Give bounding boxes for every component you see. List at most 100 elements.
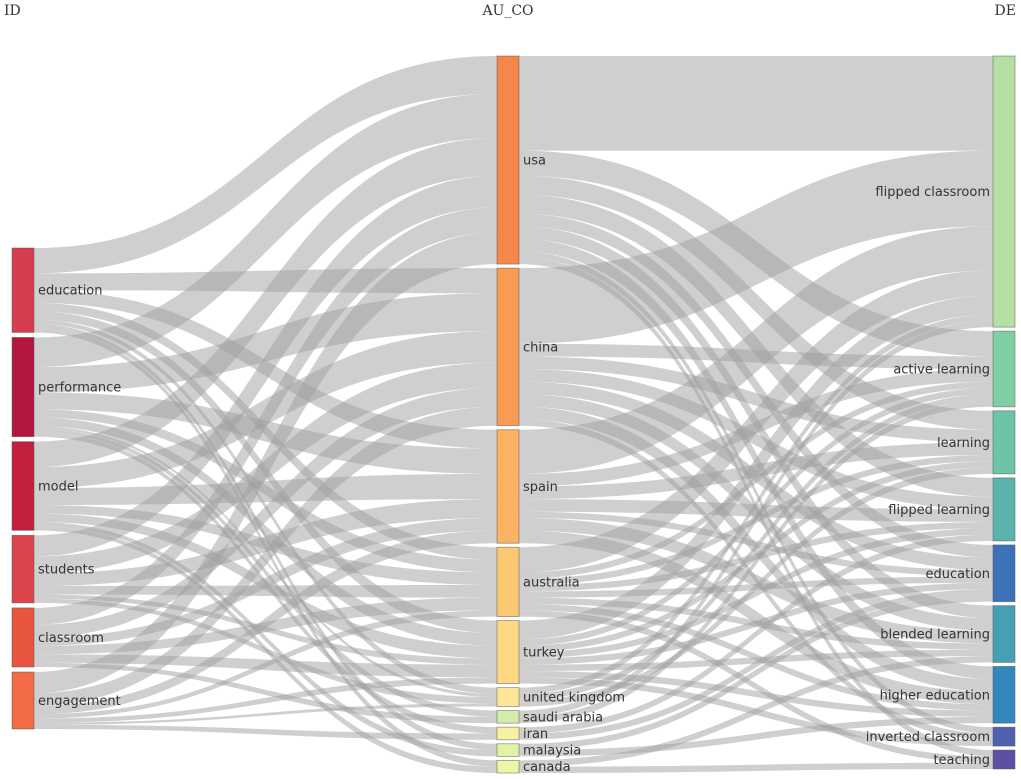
link-iran-to-de_education xyxy=(519,589,993,740)
node-classroom[interactable]: classroom xyxy=(11,607,104,668)
node-united_kingdom[interactable]: united kingdom xyxy=(496,687,625,707)
column-title-de: DE xyxy=(995,3,1016,19)
node-bar-performance[interactable] xyxy=(11,337,35,438)
node-bar-canada[interactable] xyxy=(496,759,520,774)
node-bar-engagement[interactable] xyxy=(11,671,35,730)
link-usa-to-flipped_classroom xyxy=(519,56,993,151)
node-bar-malaysia[interactable] xyxy=(496,743,520,757)
node-students[interactable]: students xyxy=(11,534,95,604)
node-bar-united_kingdom[interactable] xyxy=(496,687,520,707)
node-blended_learning[interactable]: blended learning xyxy=(880,605,1016,663)
node-flipped_classroom[interactable]: flipped classroom xyxy=(875,55,1016,328)
node-saudi_arabia[interactable]: saudi arabia xyxy=(496,710,603,725)
link-students-to-australia xyxy=(34,585,497,598)
node-bar-saudi_arabia[interactable] xyxy=(496,710,520,724)
link-turkey-to-flipped_learning xyxy=(519,528,993,659)
link-performance-to-turkey xyxy=(34,417,497,646)
node-label-united_kingdom: united kingdom xyxy=(523,691,625,706)
node-label-inverted_classroom: inverted classroom xyxy=(866,730,990,745)
node-label-usa: usa xyxy=(523,154,546,169)
node-learning[interactable]: learning xyxy=(937,410,1016,475)
link-engagement-to-australia xyxy=(34,610,497,719)
link-turkey-to-learning xyxy=(519,461,993,653)
node-performance[interactable]: performance xyxy=(11,337,121,438)
node-label-active_learning: active learning xyxy=(893,362,990,377)
node-bar-active_learning[interactable] xyxy=(992,330,1016,408)
node-china[interactable]: china xyxy=(496,267,558,427)
node-higher_education[interactable]: higher education xyxy=(880,666,1016,724)
link-united_kingdom-to-flipped_classroom xyxy=(519,314,993,694)
node-bar-spain[interactable] xyxy=(496,429,520,544)
link-turkey-to-flipped_classroom xyxy=(519,295,993,640)
link-students-to-usa xyxy=(34,175,497,557)
node-education[interactable]: education xyxy=(11,247,103,333)
node-usa[interactable]: usa xyxy=(496,55,546,265)
node-active_learning[interactable]: active learning xyxy=(893,330,1016,408)
node-label-students: students xyxy=(38,563,95,578)
node-iran[interactable]: iran xyxy=(496,726,548,742)
node-turkey[interactable]: turkey xyxy=(496,620,565,685)
node-label-iran: iran xyxy=(523,727,548,742)
links-layer xyxy=(34,56,993,773)
link-australia-to-active_learning xyxy=(519,381,993,579)
node-bar-australia[interactable] xyxy=(496,546,520,617)
column-titles: ID AU_CO DE xyxy=(4,3,1016,19)
link-engagement-to-china xyxy=(34,406,497,706)
node-inverted_classroom[interactable]: inverted classroom xyxy=(866,726,1016,747)
link-australia-to-teaching xyxy=(519,610,993,763)
link-model-to-spain xyxy=(34,473,497,505)
link-spain-to-flipped_classroom xyxy=(519,226,993,474)
node-flipped_learning[interactable]: flipped learning xyxy=(888,477,1016,542)
node-bar-iran[interactable] xyxy=(496,726,520,741)
node-bar-classroom[interactable] xyxy=(11,607,35,668)
node-australia[interactable]: australia xyxy=(496,546,580,617)
node-canada[interactable]: canada xyxy=(496,759,571,775)
node-bar-blended_learning[interactable] xyxy=(992,605,1016,663)
link-classroom-to-usa xyxy=(34,207,497,625)
node-label-australia: australia xyxy=(523,575,580,590)
node-label-spain: spain xyxy=(523,480,558,495)
node-label-saudi_arabia: saudi arabia xyxy=(523,710,603,725)
node-bar-china[interactable] xyxy=(496,267,520,427)
node-label-classroom: classroom xyxy=(38,631,104,646)
node-bar-model[interactable] xyxy=(11,441,35,531)
node-label-flipped_classroom: flipped classroom xyxy=(875,185,990,200)
node-bar-flipped_classroom[interactable] xyxy=(992,55,1016,328)
node-label-blended_learning: blended learning xyxy=(880,628,990,643)
link-classroom-to-saudi_arabia xyxy=(34,662,497,724)
node-malaysia[interactable]: malaysia xyxy=(496,743,581,759)
node-spain[interactable]: spain xyxy=(496,429,558,544)
node-bar-de_education[interactable] xyxy=(992,544,1016,603)
node-bar-flipped_learning[interactable] xyxy=(992,477,1016,542)
link-engagement-to-united_kingdom xyxy=(34,703,497,725)
node-teaching[interactable]: teaching xyxy=(933,749,1016,770)
node-bar-education[interactable] xyxy=(11,247,35,333)
column-title-au-co: AU_CO xyxy=(481,3,533,19)
link-turkey-to-de_education xyxy=(519,582,993,665)
link-students-to-united_kingdom xyxy=(34,598,497,704)
link-spain-to-flipped_learning xyxy=(519,499,993,522)
node-bar-usa[interactable] xyxy=(496,55,520,265)
link-engagement-to-iran xyxy=(34,724,497,740)
node-bar-teaching[interactable] xyxy=(992,749,1016,770)
node-bar-higher_education[interactable] xyxy=(992,666,1016,724)
node-bar-turkey[interactable] xyxy=(496,620,520,685)
link-spain-to-higher_education xyxy=(519,530,993,705)
node-bar-inverted_classroom[interactable] xyxy=(992,726,1016,747)
node-model[interactable]: model xyxy=(11,441,78,531)
nodes-layer: education performance model students classro… xyxy=(11,55,1016,775)
link-united_kingdom-to-learning xyxy=(519,467,993,707)
node-bar-learning[interactable] xyxy=(992,410,1016,475)
node-de_education[interactable]: education xyxy=(925,544,1016,603)
link-australia-to-flipped_classroom xyxy=(519,270,993,573)
node-label-higher_education: higher education xyxy=(880,688,990,703)
link-performance-to-china xyxy=(34,293,497,393)
link-malaysia-to-higher_education xyxy=(519,716,993,757)
node-label-turkey: turkey xyxy=(523,646,565,661)
node-bar-students[interactable] xyxy=(11,534,35,604)
link-china-to-flipped_learning xyxy=(519,368,993,510)
link-students-to-spain xyxy=(34,499,497,586)
node-engagement[interactable]: engagement xyxy=(11,671,121,730)
link-classroom-to-china xyxy=(34,387,497,638)
link-saudi_arabia-to-flipped_classroom xyxy=(519,320,993,717)
